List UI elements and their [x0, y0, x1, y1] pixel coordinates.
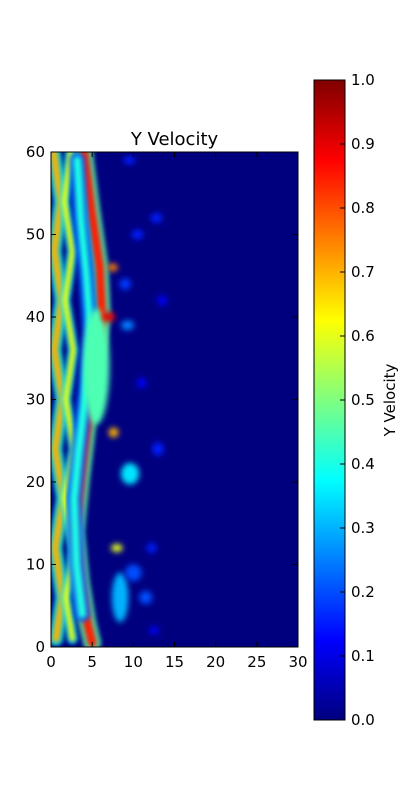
heatmap-blob-13 — [120, 320, 135, 331]
y-tick-label-3: 30 — [26, 391, 45, 409]
y-tick-label-0: 0 — [35, 638, 45, 656]
heatmap-blob-19 — [146, 543, 157, 553]
colorbar-tick-label-3: 0.3 — [351, 519, 375, 537]
heatmap-area — [50, 151, 299, 648]
heatmap-blob-15 — [131, 229, 144, 240]
heatmap-blob-5 — [102, 312, 116, 322]
heatmap-blob-21 — [157, 295, 168, 306]
heatmap-blob-8 — [111, 543, 123, 553]
heatmap-blob-12 — [139, 590, 153, 605]
colorbar-tick-label-6: 0.6 — [351, 327, 375, 345]
y-tick-label-6: 60 — [26, 143, 45, 161]
colorbar-ticks: 0.0 0.1 0.2 0.3 0.4 0.5 0.6 0.7 0.8 0.9 1.0 — [340, 71, 375, 729]
heatmap-blob-7 — [108, 427, 119, 438]
heatmap-blob-17 — [150, 213, 163, 223]
y-tick-label-5: 50 — [26, 226, 45, 244]
colorbar: 0.0 0.1 0.2 0.3 0.4 0.5 0.6 0.7 0.8 0.9 1.0 Y Velo… — [313, 71, 399, 729]
x-tick-label-5: 25 — [247, 653, 266, 671]
y-axis: 0 10 20 30 40 50 60 — [26, 143, 298, 656]
x-tick-label-3: 15 — [165, 653, 184, 671]
y-tick-label-4: 40 — [26, 308, 45, 326]
heatmap-blob-18 — [152, 442, 164, 456]
x-tick-label-6: 30 — [288, 653, 307, 671]
x-tick-label-0: 0 — [46, 653, 56, 671]
heatmap-blob-9 — [120, 463, 140, 485]
colorbar-tick-label-9: 0.9 — [351, 135, 375, 153]
colorbar-tick-label-7: 0.7 — [351, 263, 375, 281]
heatmap-blob-16 — [123, 156, 135, 165]
colorbar-tick-label-0: 0.0 — [351, 711, 375, 729]
colorbar-tick-label-2: 0.2 — [351, 583, 375, 601]
heatmap-blob-20 — [136, 378, 147, 388]
chart-title: Y Velocity — [130, 129, 219, 150]
y-tick-label-1: 10 — [26, 556, 45, 574]
colorbar-tick-label-5: 0.5 — [351, 391, 375, 409]
x-tick-label-1: 5 — [87, 653, 97, 671]
x-tick-label-4: 20 — [206, 653, 225, 671]
colorbar-label: Y Velocity — [381, 363, 399, 437]
heatmap-blob-14 — [119, 278, 131, 290]
colorbar-tick-label-4: 0.4 — [351, 455, 375, 473]
heatmap-features — [51, 152, 168, 647]
colorbar-tick-label-8: 0.8 — [351, 199, 375, 217]
heatmap-blob-10 — [111, 572, 129, 623]
heatmap-blob-22 — [148, 626, 159, 635]
x-tick-label-2: 10 — [124, 653, 143, 671]
heatmap-blob-11 — [125, 564, 142, 581]
x-axis: 0 5 10 15 20 25 30 — [46, 152, 308, 671]
heatmap-blob-6 — [107, 263, 118, 272]
heatmap-blob-4 — [83, 308, 110, 425]
colorbar-tick-label-1: 0.1 — [351, 647, 375, 665]
colorbar-tick-label-10: 1.0 — [351, 71, 375, 89]
y-tick-label-2: 20 — [26, 473, 45, 491]
